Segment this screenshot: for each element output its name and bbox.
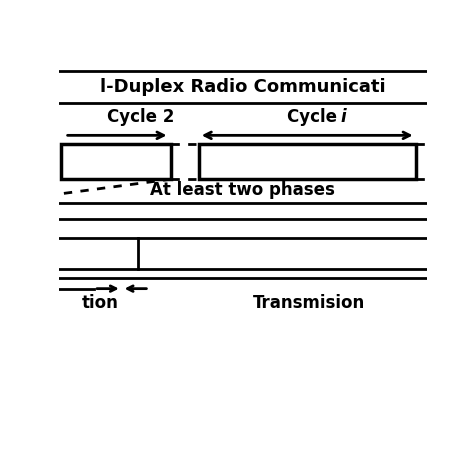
- Bar: [199, 145, 416, 179]
- Text: At least two phases: At least two phases: [150, 181, 336, 199]
- Text: Transmision: Transmision: [253, 294, 365, 312]
- Bar: [61, 145, 171, 179]
- Text: Cycle 2: Cycle 2: [107, 108, 174, 126]
- Text: i: i: [340, 108, 346, 126]
- Text: l-Duplex Radio Communicati: l-Duplex Radio Communicati: [100, 78, 386, 96]
- Text: tion: tion: [82, 294, 118, 312]
- Text: Cycle: Cycle: [287, 108, 343, 126]
